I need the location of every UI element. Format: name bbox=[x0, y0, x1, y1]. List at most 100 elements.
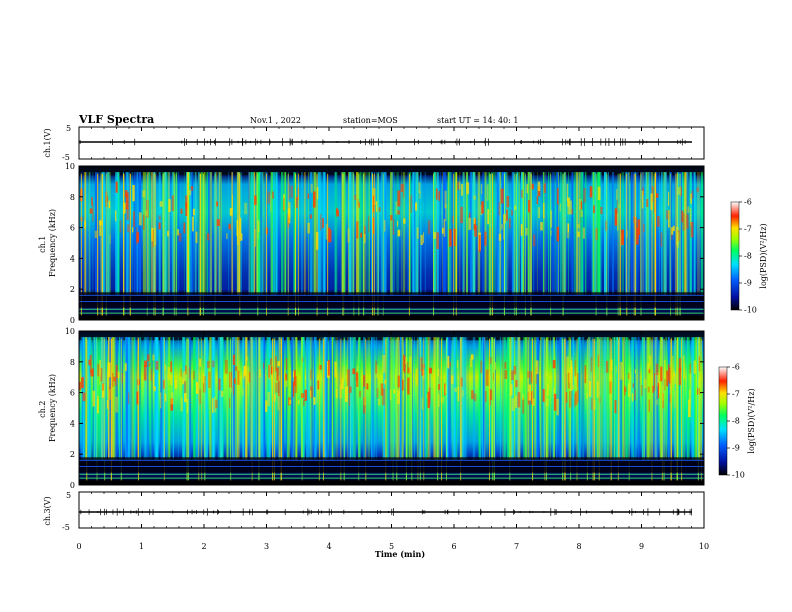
spectrogram-hotspot bbox=[114, 378, 117, 386]
spectrogram-hotspot bbox=[567, 198, 571, 215]
spectrogram-streak bbox=[525, 337, 527, 461]
spectrogram-streak bbox=[232, 337, 234, 461]
spectrogram-sferic bbox=[598, 338, 600, 482]
spectrogram-streak bbox=[618, 337, 621, 461]
spectrogram-hotspot bbox=[682, 355, 685, 365]
spectrogram-streak bbox=[198, 172, 201, 296]
spectrogram-streak bbox=[409, 172, 412, 296]
spectrogram-streak bbox=[260, 172, 263, 296]
spectrogram-streak bbox=[390, 172, 393, 296]
spectrogram-streak bbox=[384, 337, 386, 461]
spectrogram-hotspot bbox=[403, 218, 406, 224]
spectrogram-streak bbox=[261, 337, 263, 461]
spectrogram-streak bbox=[144, 172, 147, 296]
spectrogram-streak bbox=[509, 337, 512, 461]
spectrogram-streak bbox=[478, 337, 481, 461]
spectrogram-sferic bbox=[619, 173, 621, 317]
spectrogram-streak bbox=[371, 337, 373, 461]
spectrogram-streak bbox=[359, 172, 362, 296]
spectrogram-sferic bbox=[153, 173, 155, 317]
spectrogram-streak bbox=[163, 172, 165, 296]
spectrogram-streak bbox=[594, 172, 597, 296]
spectrogram-hotspot bbox=[233, 378, 236, 384]
spectrogram-hotspot bbox=[494, 362, 496, 370]
spectrogram-sferic bbox=[460, 338, 462, 482]
spectrogram-streak bbox=[644, 337, 648, 461]
spectrogram-streak bbox=[148, 172, 151, 296]
spectrogram-streak bbox=[117, 172, 120, 296]
spectrogram-sferic bbox=[102, 173, 104, 317]
spectrogram-sferic bbox=[266, 173, 268, 317]
spectrogram-streak bbox=[247, 337, 249, 461]
spectrogram-hotspot bbox=[570, 360, 573, 372]
spectrogram-hotspot bbox=[438, 384, 440, 390]
spectrogram-streak bbox=[153, 172, 156, 296]
spectrogram-streak bbox=[112, 337, 116, 461]
spectrogram-streak bbox=[651, 172, 653, 296]
spectrogram-streak bbox=[193, 337, 196, 461]
figure-title: VLF Spectra bbox=[78, 113, 154, 126]
spectrogram-hotspot bbox=[153, 373, 155, 390]
spectrogram-streak bbox=[344, 337, 346, 461]
spectrogram-sferic bbox=[606, 173, 608, 317]
spectrogram-hotspot bbox=[150, 368, 153, 381]
spectrogram-sferic bbox=[287, 173, 289, 317]
spectrogram-streak bbox=[95, 172, 98, 296]
y-tick-label: 2 bbox=[70, 450, 75, 459]
spectrogram-streak bbox=[167, 337, 171, 461]
spectrogram-hotspot bbox=[171, 195, 174, 212]
spectrogram-streak bbox=[154, 337, 158, 461]
spectrogram-streak bbox=[626, 172, 630, 296]
spectrogram-sferic bbox=[187, 338, 189, 482]
spectrogram-hotspot bbox=[393, 389, 396, 394]
spectrogram-hotspot bbox=[347, 228, 350, 243]
spectrogram-streak bbox=[151, 337, 153, 461]
spectrogram-streak bbox=[459, 337, 461, 461]
waveform-ch3-spikes bbox=[80, 508, 692, 516]
spectrogram-streak bbox=[596, 337, 598, 461]
spectrogram-sferic bbox=[700, 338, 702, 482]
spectrogram-hotspot bbox=[183, 370, 186, 382]
spectrogram-streak bbox=[505, 172, 507, 296]
spectrogram-streak bbox=[463, 172, 465, 296]
spectrogram-streak bbox=[448, 172, 450, 296]
spectrogram-streak bbox=[592, 172, 595, 296]
spectrogram-streak bbox=[461, 337, 465, 461]
spectrogram-hotspot bbox=[637, 229, 639, 239]
spectrogram-streak bbox=[385, 337, 388, 461]
spectrogram-streak bbox=[572, 337, 575, 461]
spectrogram-streak bbox=[614, 337, 616, 461]
spectrogram-hotspot bbox=[565, 391, 568, 403]
spectrogram-streak bbox=[384, 172, 386, 296]
colorbar-tick-label: -7 bbox=[744, 225, 752, 234]
spectrogram-sferic bbox=[492, 338, 494, 482]
spectrogram-streak bbox=[472, 172, 475, 296]
spectrogram-hotspot bbox=[530, 371, 533, 384]
spectrogram-sferic bbox=[322, 338, 324, 482]
spectrogram-streak bbox=[84, 337, 87, 461]
spectrogram-hotspot bbox=[504, 361, 507, 369]
spectrogram-hotspot bbox=[530, 391, 534, 405]
spectrogram-streak bbox=[679, 337, 682, 461]
spectrogram-streak bbox=[270, 172, 274, 296]
spectrogram-hotspot bbox=[155, 360, 159, 370]
spectrogram-sferic bbox=[258, 338, 260, 482]
spectrogram-streak bbox=[430, 337, 432, 461]
spectrogram-hotspot bbox=[546, 383, 549, 396]
spectrogram-hotspot bbox=[651, 186, 654, 202]
spectrogram-streak bbox=[622, 337, 625, 461]
spectrogram-streak bbox=[614, 337, 615, 461]
spectrogram-streak bbox=[573, 172, 575, 296]
spectrogram-hotspot bbox=[277, 361, 281, 367]
spectrogram-streak bbox=[590, 337, 592, 461]
spectrogram-hotspot bbox=[671, 227, 674, 235]
waveform-ch1-spikes bbox=[79, 138, 686, 146]
waveform-ch3-panel: 5 -5 ch.3(V) bbox=[43, 491, 705, 532]
spectrogram-streak bbox=[524, 337, 526, 461]
spectrogram-streak bbox=[401, 337, 404, 461]
spectrogram-hotspot bbox=[658, 381, 660, 395]
spectrogram-streak bbox=[644, 337, 646, 461]
spectrogram-streak bbox=[482, 172, 485, 296]
date-label: Nov.1 , 2022 bbox=[250, 116, 301, 125]
spectrogram-hotspot bbox=[526, 184, 528, 194]
